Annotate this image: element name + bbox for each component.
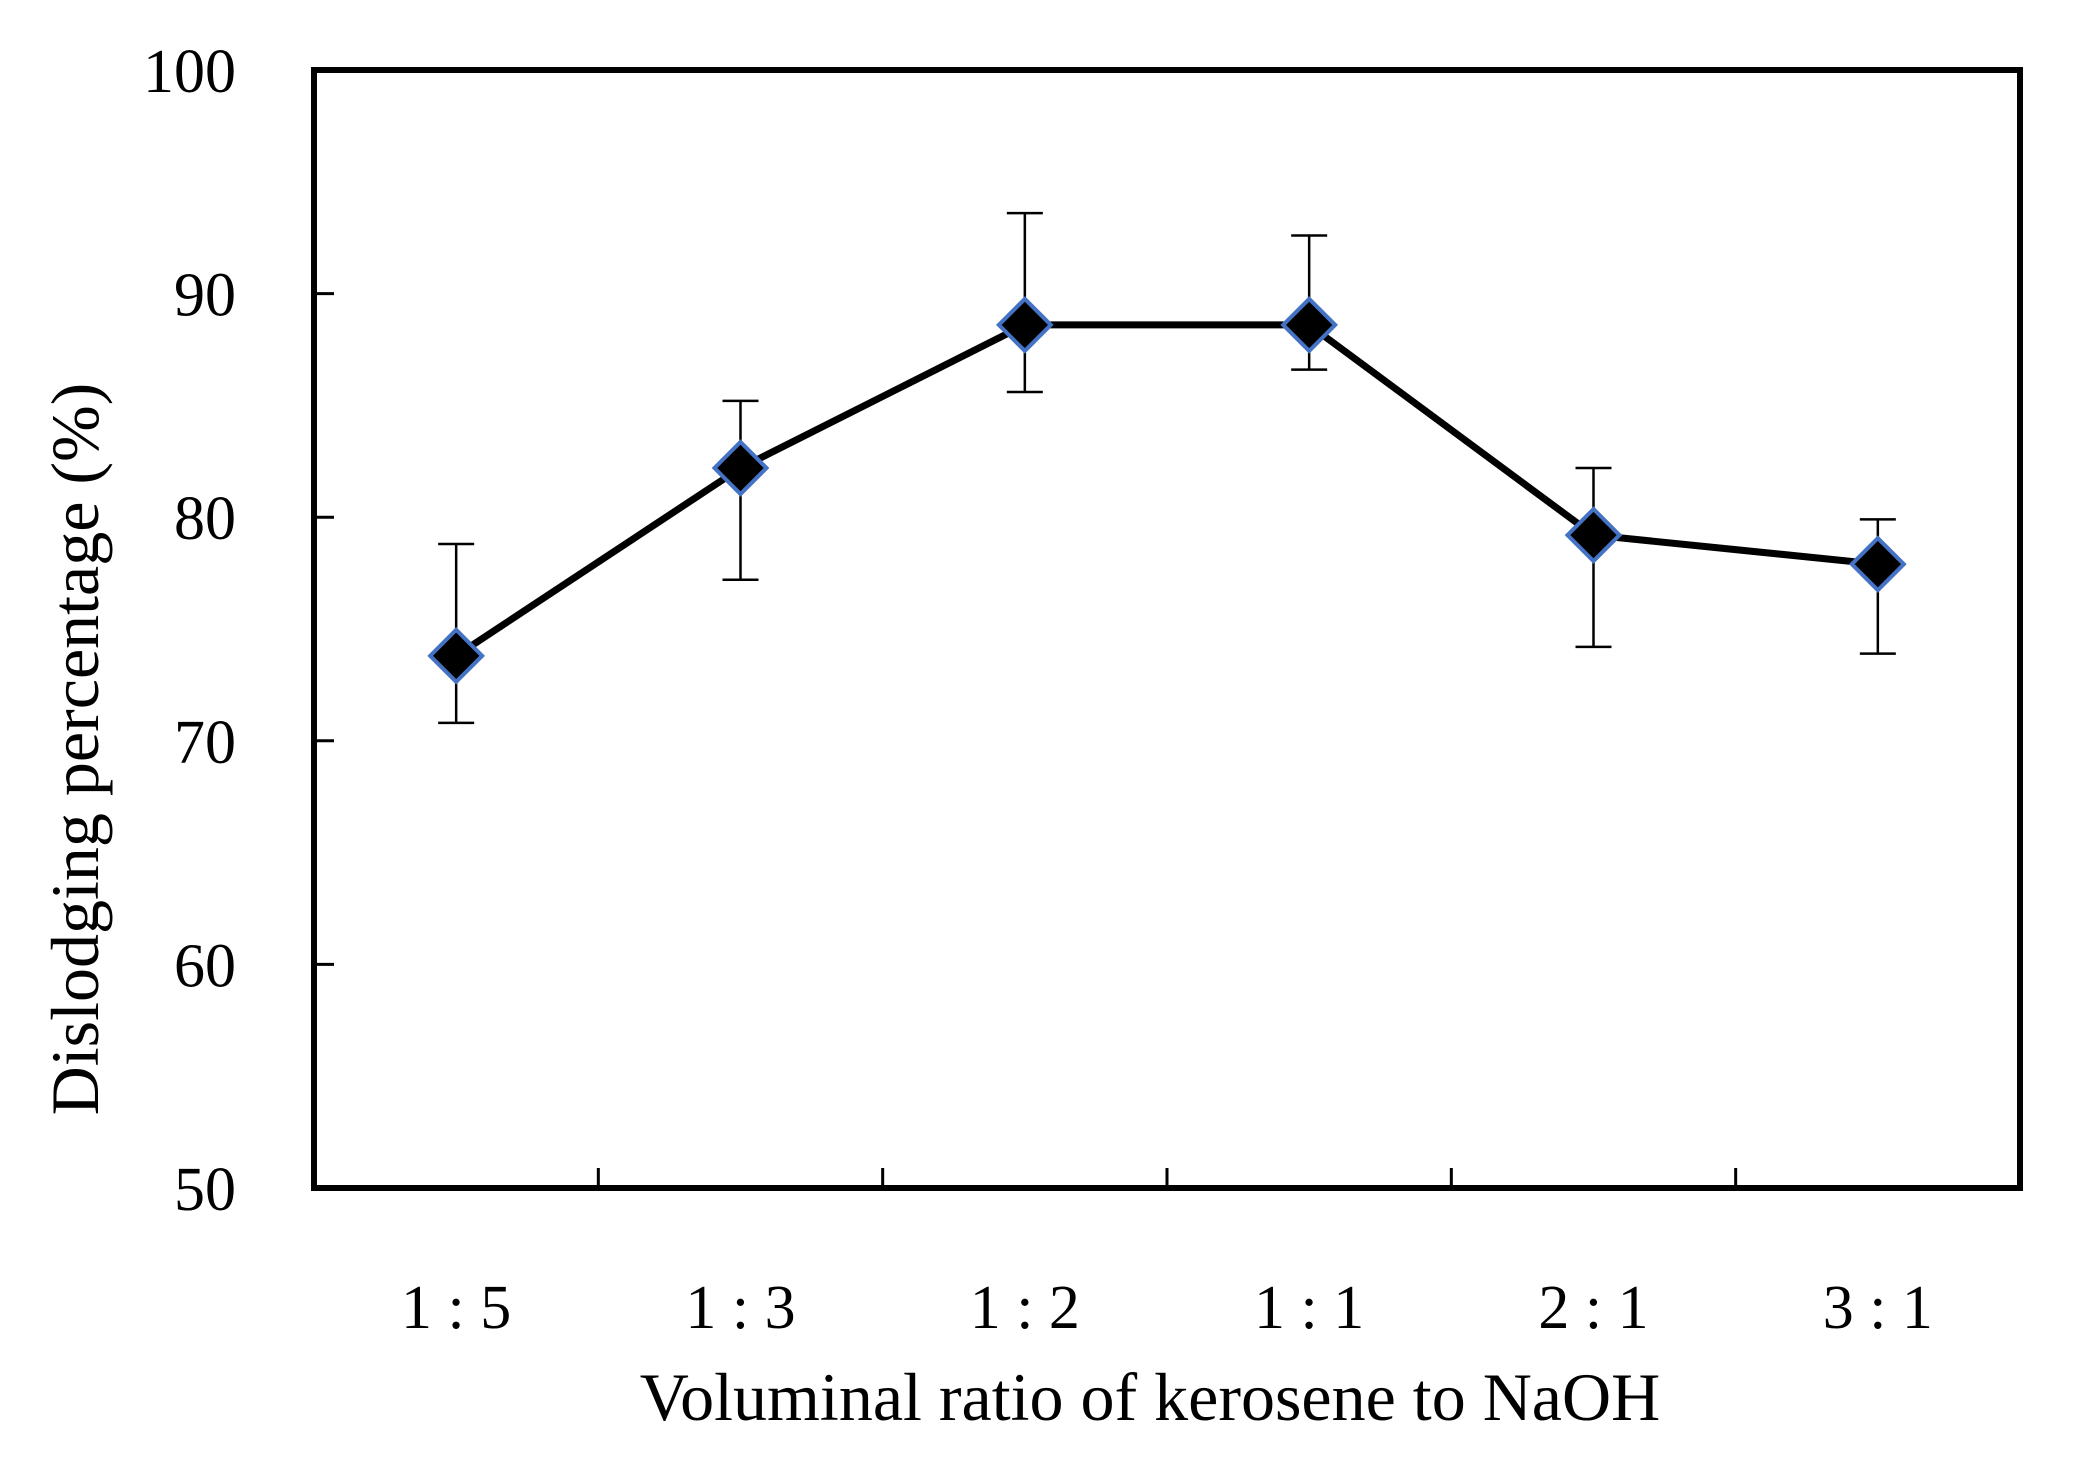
plot-area <box>311 67 2023 1191</box>
data-point-marker <box>1849 535 1907 593</box>
y-tick-label: 70 <box>174 709 236 777</box>
x-axis-ticks <box>596 1168 1738 1188</box>
y-axis-label: Dislodging percentage (%) <box>37 383 113 1116</box>
x-tick-label: 1 : 1 <box>1254 1274 1364 1342</box>
x-tick-label: 2 : 1 <box>1538 1274 1648 1342</box>
y-tick-label: 90 <box>174 262 236 330</box>
y-tick-label: 60 <box>174 932 236 1000</box>
x-axis-tick-labels: 1 : 5 1 : 3 1 : 2 1 : 1 2 : 1 3 : 1 <box>401 1274 1933 1342</box>
x-axis-label: Voluminal ratio of kerosene to NaOH <box>640 1359 1660 1435</box>
y-tick-label: 80 <box>174 485 236 553</box>
y-axis-tick-labels: 50 60 70 80 90 100 <box>143 38 334 1224</box>
x-tick-label: 3 : 1 <box>1823 1274 1933 1342</box>
y-tick-label: 100 <box>143 38 236 106</box>
x-tick-label: 1 : 5 <box>401 1274 511 1342</box>
data-point-marker <box>1564 506 1623 564</box>
series-line <box>454 321 1879 659</box>
y-tick-label: 50 <box>174 1156 236 1224</box>
data-point-marker <box>996 296 1054 354</box>
data-point-marker <box>1280 296 1338 354</box>
x-tick-label: 1 : 3 <box>685 1274 795 1342</box>
data-point-marker <box>427 627 485 685</box>
data-point-marker <box>711 439 770 497</box>
data-markers <box>427 296 1907 685</box>
x-tick-label: 1 : 2 <box>970 1274 1080 1342</box>
